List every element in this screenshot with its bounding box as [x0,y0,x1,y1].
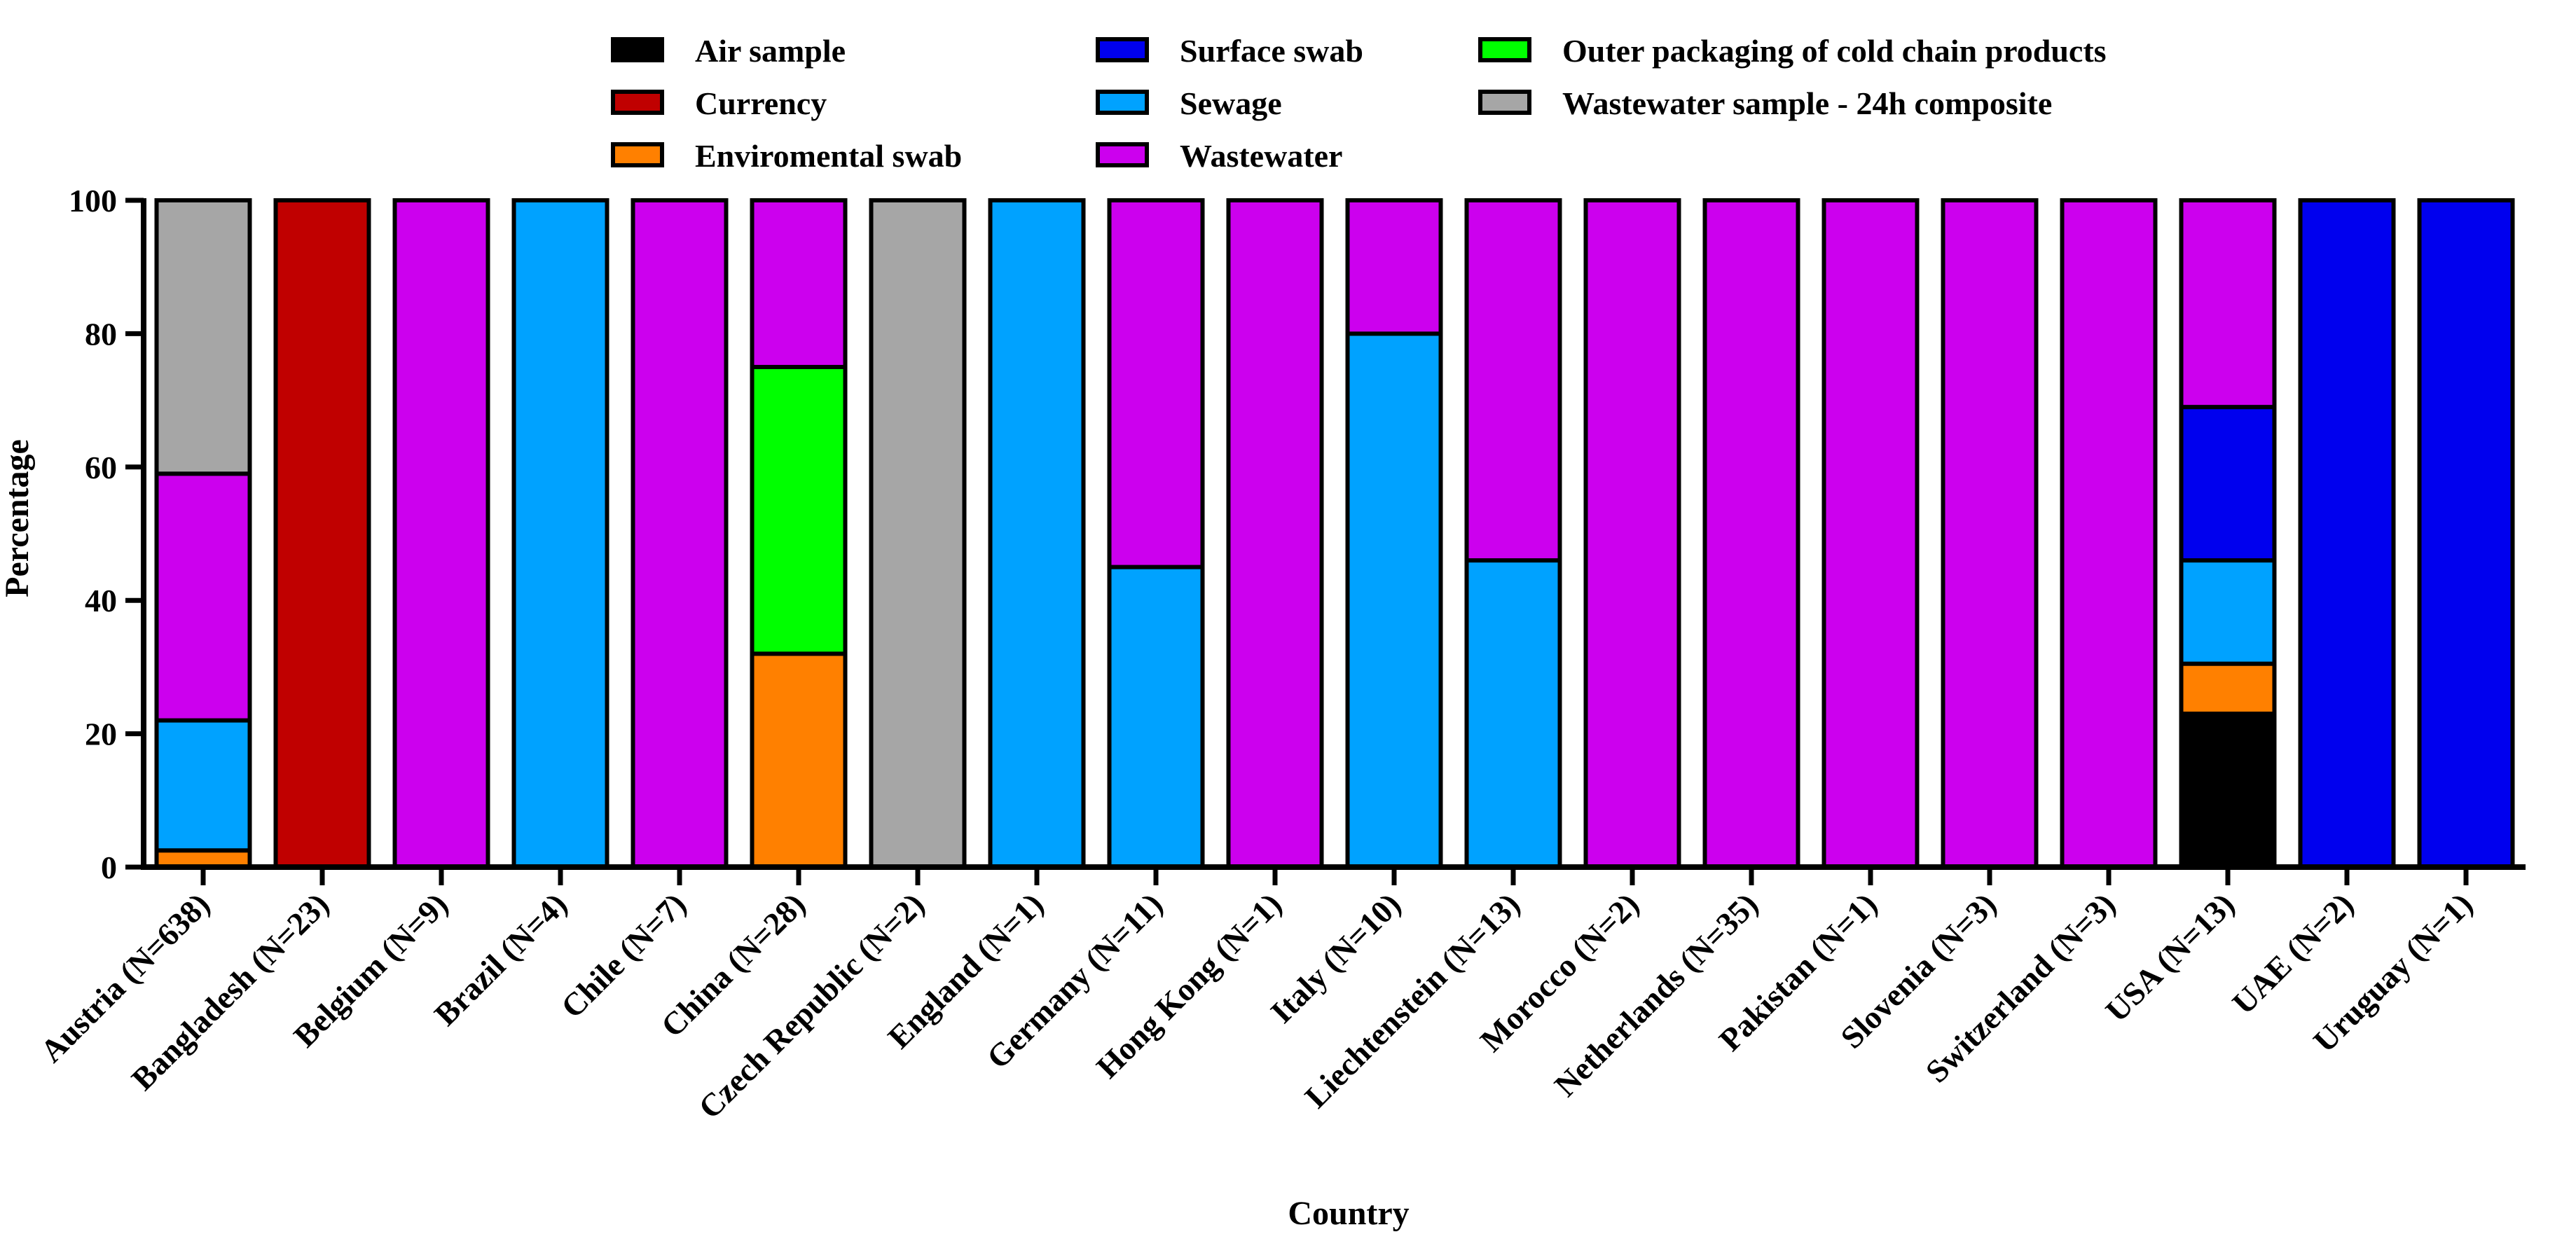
bar-segment [2179,712,2277,869]
bar-stack [869,198,967,869]
legend-swatch [611,142,664,167]
bar-segment [750,365,848,656]
bars [154,198,2515,870]
bar-stack [1464,198,1562,870]
bar-stack [2417,198,2515,869]
y-tick-label: 40 [85,583,117,618]
legend-swatch [1478,90,1531,115]
bar-segment [511,198,609,869]
x-tick-label: Czech Republic (N=2) [691,886,931,1126]
bar-segment [1464,558,1562,870]
legend-label: Surface swab [1180,33,1363,69]
legend-label: Sewage [1180,85,1282,121]
bar-stack [392,198,490,869]
bar-segment [154,718,252,853]
legend-label: Outer packaging of cold chain products [1562,33,2107,69]
bar-stack [154,198,252,869]
x-axis-label: Country [1288,1195,1409,1232]
bar-segment [1107,198,1205,569]
legend-item: Wastewater sample - 24h composite [1478,85,2052,121]
bar-stack [2060,198,2158,869]
bar-stack [631,198,729,869]
bar-stack [273,198,371,869]
bar-segment [1345,198,1443,336]
bar-stack [1345,198,1443,869]
legend-swatch [1096,37,1149,62]
bar-segment [392,198,490,869]
y-axis-label: Percentage [0,439,36,597]
legend-swatch [1478,37,1531,62]
bar-segment [750,198,848,369]
y-tick-label: 80 [85,316,117,352]
bar-stack [2179,198,2277,869]
legend-swatch [611,90,664,115]
bar-stack [2298,198,2396,869]
bar-stack [988,198,1086,869]
bar-segment [750,651,848,869]
bar-stack [1702,198,1800,869]
legend-label: Enviromental swab [695,138,962,174]
legend-label: Wastewater [1180,138,1342,174]
bar-stack [1821,198,1920,869]
bar-segment [1821,198,1920,869]
bar-segment [2417,198,2515,869]
bar-segment [1583,198,1681,869]
bar-stack [1583,198,1681,869]
bar-segment [1464,198,1562,563]
legend-label: Currency [695,85,827,121]
bar-stack [750,198,848,869]
bar-segment [1226,198,1324,869]
bar-segment [2179,405,2277,563]
legend-item: Enviromental swab [611,138,962,174]
legend-swatch [611,37,664,62]
bar-segment [1941,198,2039,869]
legend-item: Wastewater [1096,138,1342,174]
bar-segment [154,471,252,723]
bar-segment [2179,558,2277,666]
x-tick-label: Liechtenstein (N=13) [1298,886,1527,1115]
bar-stack [1107,198,1205,869]
legend-swatch [1096,142,1149,167]
bar-segment [2060,198,2158,869]
legend-item: Outer packaging of cold chain products [1478,33,2107,69]
y-tick-label: 20 [85,717,117,752]
legend-swatch [1096,90,1149,115]
bar-segment [988,198,1086,869]
x-tick-label: Bangladesh (N=23) [125,886,336,1097]
y-tick-label: 100 [69,183,117,219]
bar-segment [1345,331,1443,869]
bar-segment [631,198,729,869]
bar-segment [869,198,967,869]
bar-stack [1226,198,1324,869]
bar-segment [1107,565,1205,869]
y-tick-label: 60 [85,450,117,485]
legend-label: Wastewater sample - 24h composite [1562,85,2052,121]
x-tick-label: Netherlands (N=35) [1548,886,1765,1103]
bar-segment [1702,198,1800,869]
bar-segment [2298,198,2396,869]
bar-segment [2179,661,2277,717]
legend: Air sample Currency Enviromental swab Surfa… [611,33,2107,174]
bar-stack [1941,198,2039,869]
legend-item: Surface swab [1096,33,1363,69]
x-tick-label: USA (N=13) [2098,886,2241,1029]
legend-label: Air sample [695,33,846,69]
bar-segment [154,198,252,476]
bar-stack [511,198,609,869]
legend-item: Sewage [1096,85,1282,121]
legend-item: Air sample [611,33,846,69]
y-tick-label: 0 [101,850,117,885]
bar-segment [273,198,371,869]
bar-segment [2179,198,2277,410]
legend-item: Currency [611,85,827,121]
